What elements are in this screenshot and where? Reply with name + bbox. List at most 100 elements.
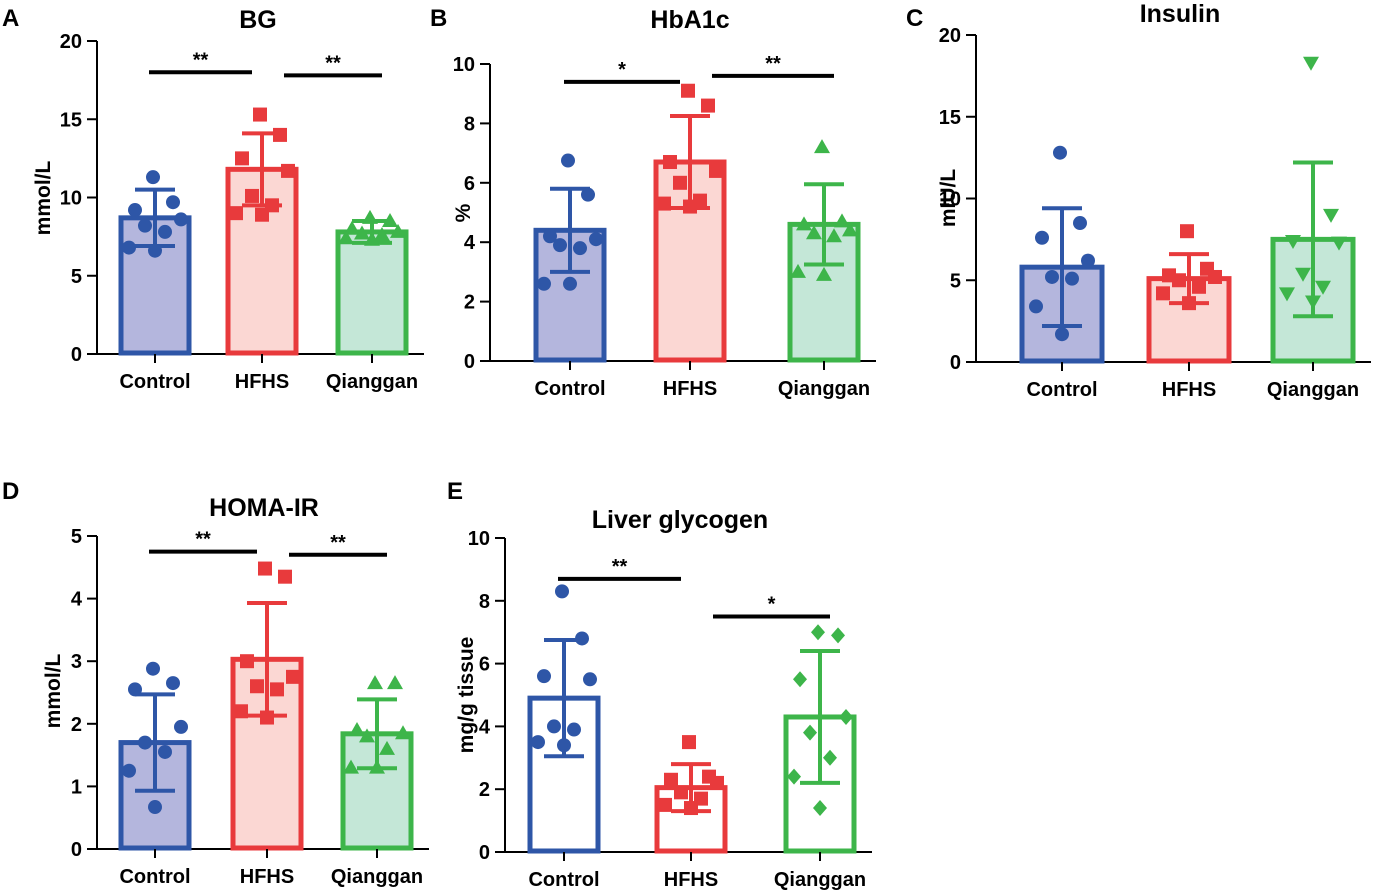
y-tick-label: 10	[468, 528, 490, 550]
data-point-hfhs	[681, 83, 695, 98]
data-point-qianggan	[842, 222, 858, 237]
y-tick-label: 2	[71, 714, 82, 736]
chart-title: Liver glycogen	[592, 506, 768, 534]
data-point-control	[148, 243, 162, 258]
data-point-control	[1053, 145, 1067, 160]
bar-qianggan	[335, 229, 409, 356]
data-point-qianggan	[349, 722, 365, 737]
data-point-qianggan	[793, 671, 807, 688]
data-point-hfhs	[258, 561, 272, 576]
data-point-control	[138, 735, 152, 750]
data-point-control	[122, 763, 136, 778]
data-point-control	[1029, 299, 1043, 314]
x-tick-label-qianggan: Qianggan	[326, 371, 418, 393]
y-tick-label: 5	[71, 526, 82, 548]
y-tick-label: 0	[71, 839, 82, 861]
y-tick-label: 3	[71, 651, 82, 673]
data-point-control	[122, 240, 136, 255]
x-tick-label-hfhs: HFHS	[664, 869, 718, 891]
data-point-hfhs	[663, 155, 677, 170]
chart-title: HOMA-IR	[209, 494, 319, 522]
y-tick-label: 20	[60, 31, 82, 53]
data-point-hfhs	[674, 785, 688, 800]
data-point-control	[583, 672, 597, 687]
data-point-qianggan	[834, 213, 850, 228]
data-point-qianggan	[379, 740, 395, 755]
data-point-hfhs	[270, 682, 284, 697]
y-tick-label: 0	[464, 351, 475, 373]
data-point-control	[166, 676, 180, 691]
data-point-control	[563, 276, 577, 291]
data-point-hfhs	[701, 98, 715, 113]
data-point-control	[174, 719, 188, 734]
x-tick-label-control: Control	[534, 378, 605, 400]
x-tick-label-hfhs: HFHS	[235, 371, 289, 393]
significance-label: **	[193, 49, 209, 71]
significance-label: **	[325, 52, 341, 74]
data-point-qianggan	[354, 225, 370, 240]
chart-panel-a: A BG 0 5 10 15 20 mmol/L Control HFHS Qianggan ** **	[2, 5, 424, 393]
y-tick-label: 10	[939, 189, 961, 211]
data-point-qianggan	[344, 220, 360, 235]
data-point-qianggan	[364, 231, 380, 246]
data-point-control	[146, 170, 160, 185]
chart-panel-e: E Liver glycogen 0 2 4 6 8 10 mg/g tissue Control…	[447, 478, 872, 891]
data-point-hfhs	[278, 569, 292, 584]
data-point-hfhs	[1192, 279, 1206, 294]
data-point-control	[1081, 253, 1095, 268]
data-point-control	[138, 218, 152, 233]
data-point-control	[581, 187, 595, 202]
data-point-control	[553, 238, 567, 253]
y-tick-label: 5	[950, 270, 961, 292]
data-point-control	[128, 203, 142, 218]
y-tick-label: 2	[479, 779, 490, 801]
y-tick-label: 8	[464, 113, 475, 135]
data-point-hfhs	[286, 669, 300, 684]
data-point-qianggan	[1331, 236, 1347, 251]
data-point-qianggan	[803, 724, 817, 741]
y-tick-label: 4	[479, 716, 491, 738]
x-tick-label-control: Control	[119, 866, 190, 888]
y-tick-label: 6	[479, 654, 490, 676]
y-axis-label: mmol/L	[32, 160, 55, 235]
data-point-qianggan	[1295, 267, 1311, 282]
data-point-control	[537, 276, 551, 291]
data-point-qianggan	[790, 263, 806, 278]
data-point-control	[589, 232, 603, 247]
data-point-control	[148, 800, 162, 815]
x-tick-label-hfhs: HFHS	[663, 378, 717, 400]
y-tick-label: 4	[464, 232, 476, 254]
y-tick-label: 20	[939, 25, 961, 47]
significance-label: **	[765, 53, 781, 75]
data-point-hfhs	[682, 735, 696, 750]
panel-letter: C	[906, 5, 923, 32]
data-point-control	[1035, 230, 1049, 245]
data-point-control	[1045, 269, 1059, 284]
data-point-hfhs	[657, 196, 671, 211]
data-point-qianggan	[369, 759, 385, 774]
data-point-hfhs	[281, 163, 295, 178]
y-tick-label: 0	[479, 842, 490, 864]
data-point-qianggan	[359, 728, 375, 743]
data-point-hfhs	[673, 175, 687, 190]
data-point-hfhs	[1208, 269, 1222, 284]
data-point-control	[158, 224, 172, 239]
significance-label: **	[195, 529, 211, 551]
chart-panel-d: D HOMA-IR 0 1 2 3 4 5 mmol/L Control HFHS Qianggan *…	[2, 478, 429, 888]
data-point-qianggan	[1303, 56, 1319, 71]
y-tick-label: 5	[71, 266, 82, 288]
data-point-qianggan	[811, 624, 825, 641]
data-point-qianggan	[390, 223, 406, 238]
data-point-qianggan	[395, 725, 411, 740]
data-point-hfhs	[709, 163, 723, 178]
data-point-control	[166, 195, 180, 210]
data-point-hfhs	[229, 206, 243, 221]
y-tick-label: 0	[950, 352, 961, 374]
data-point-qianggan	[796, 216, 812, 231]
data-point-control	[555, 584, 569, 599]
y-axis-label: mIU/L	[937, 169, 960, 228]
data-point-control	[1055, 327, 1069, 342]
x-tick-label-qianggan: Qianggan	[331, 866, 423, 888]
data-point-control	[567, 722, 581, 737]
